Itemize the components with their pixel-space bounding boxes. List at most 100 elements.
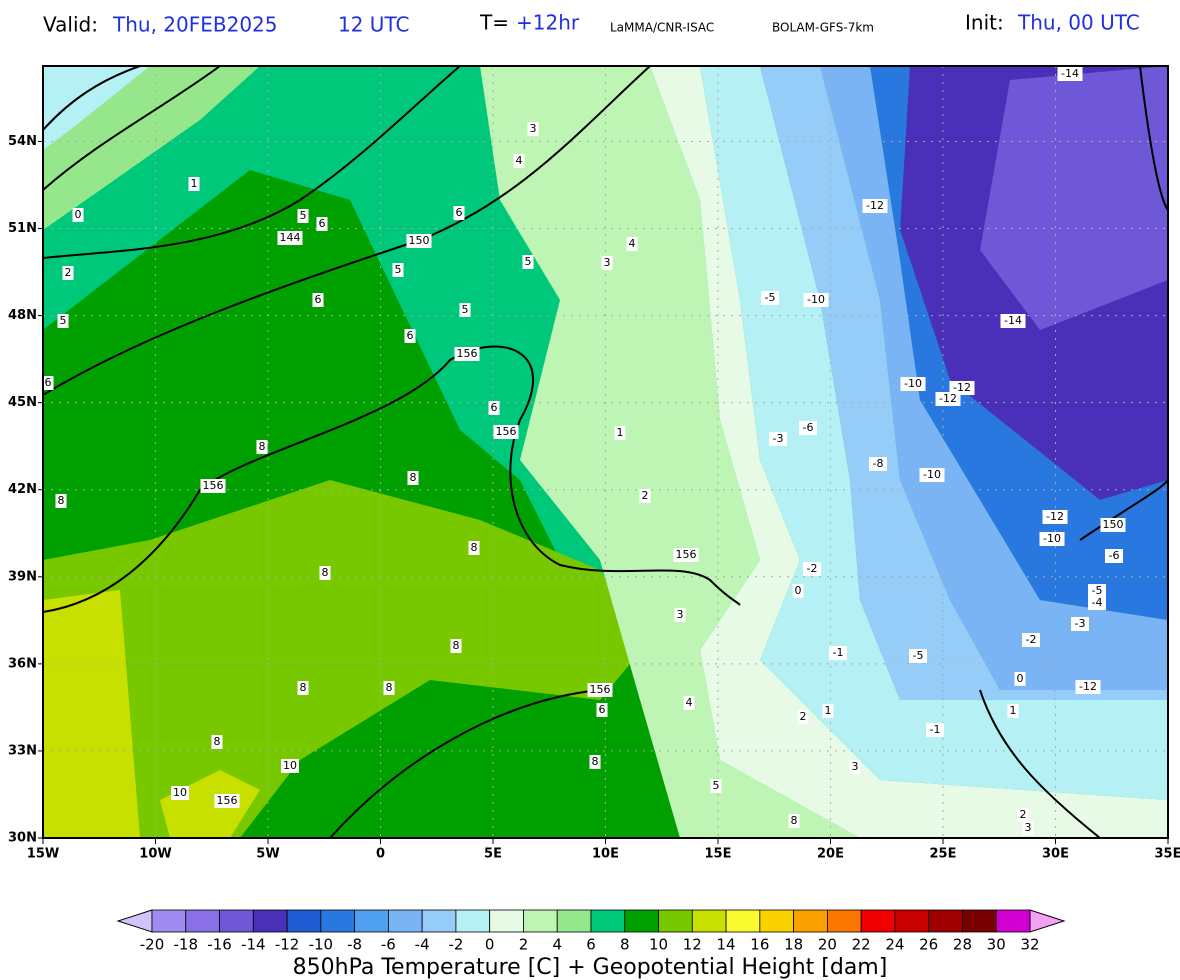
colorbar-label: 8 — [620, 936, 630, 954]
colorbar-title: 850hPa Temperature [C] + Geopotential He… — [293, 955, 888, 980]
colorbar-box — [995, 909, 1031, 933]
colorbar-label: -14 — [241, 936, 266, 954]
contour-line — [1079, 479, 1168, 541]
x-tick-label: 5E — [484, 847, 502, 862]
colorbar-label: 10 — [649, 936, 668, 954]
contour-label: 3 — [852, 760, 859, 773]
colorbar-label: 0 — [485, 936, 495, 954]
label-box — [919, 468, 945, 482]
contour-label: 4 — [516, 154, 523, 167]
contour-label: -12 — [866, 199, 884, 212]
label-box — [171, 786, 189, 800]
contour-label: -6 — [1109, 549, 1120, 562]
x-tick-label: 5W — [256, 847, 279, 862]
contour-label: -10 — [923, 468, 941, 481]
label-box — [407, 471, 419, 485]
colorbar-box — [286, 909, 322, 933]
field — [980, 66, 1168, 330]
contour-label: -3 — [1075, 617, 1086, 630]
field — [43, 480, 650, 838]
contour-label: 6 — [599, 703, 606, 716]
label-box — [493, 425, 519, 439]
contour-line — [43, 66, 221, 191]
colorbar-label: -16 — [207, 936, 232, 954]
contour-label: -10 — [807, 293, 825, 306]
colorbar-box — [624, 909, 659, 933]
contour-label: -5 — [765, 291, 776, 304]
colorbar-box — [489, 909, 524, 933]
valid-time: 12 UTC — [338, 13, 409, 37]
label-box — [62, 266, 74, 280]
colorbar-box — [759, 909, 795, 933]
lead-label: T= — [479, 11, 509, 35]
contour-label: -6 — [803, 421, 814, 434]
colorbar-label: -8 — [347, 936, 362, 954]
label-box — [1039, 532, 1065, 546]
colorbar-label: 32 — [1020, 936, 1039, 954]
contour-labels: -14-12-14-10-5-10 -12-12-8-10-12-10150-6-… — [43, 67, 1126, 835]
contour-label: 1 — [1010, 704, 1017, 717]
label-box — [404, 329, 416, 343]
label-box — [926, 723, 944, 737]
label-box — [1100, 518, 1126, 532]
contour-label: -2 — [1026, 633, 1037, 646]
colorbar-label: 16 — [750, 936, 769, 954]
x-tick-label: 30E — [1042, 847, 1069, 862]
valid-date: Thu, 20FEB2025 — [112, 13, 278, 37]
contour-label: 4 — [629, 237, 636, 250]
colorbar-label: 14 — [717, 936, 736, 954]
contour-label: -1 — [930, 723, 941, 736]
contour-label: -5 — [1092, 584, 1103, 597]
contour-label: 8 — [214, 735, 221, 748]
contour-label: 3 — [530, 122, 537, 135]
label-box — [935, 392, 961, 406]
label-box — [1022, 821, 1034, 835]
label-box — [674, 608, 686, 622]
contour-label: 5 — [60, 314, 67, 327]
label-box — [392, 263, 404, 277]
colorbar-label: 28 — [953, 936, 972, 954]
label-box — [862, 199, 888, 213]
label-box — [949, 381, 975, 395]
contour-label: 8 — [300, 681, 307, 694]
contour-label: 2 — [1020, 808, 1027, 821]
field — [160, 770, 260, 838]
contour-label: 5 — [395, 263, 402, 276]
contour-label: 156 — [676, 548, 697, 561]
institution: LaMMA/CNR-ISAC — [610, 21, 714, 35]
label-box — [869, 457, 887, 471]
field — [760, 66, 1168, 700]
label-box — [803, 293, 829, 307]
contour-label: 150 — [409, 234, 430, 247]
colorbar-box — [185, 909, 220, 933]
contour-label: 5 — [300, 209, 307, 222]
colorbar-box — [658, 909, 693, 933]
colorbar-box — [219, 909, 254, 933]
label-box — [277, 231, 303, 245]
x-tick-label: 35E — [1155, 847, 1180, 862]
colorbar-label: -18 — [174, 936, 199, 954]
colorbar-label: -2 — [448, 936, 463, 954]
colorbar-label: -10 — [309, 936, 334, 954]
label-box — [769, 432, 787, 446]
field — [43, 66, 150, 150]
contour-label: 8 — [386, 681, 393, 694]
contour-label: -12 — [1079, 680, 1097, 693]
contour-label: 6 — [407, 329, 414, 342]
colorbar-box — [725, 909, 761, 933]
label-box — [788, 814, 800, 828]
label-box — [211, 735, 223, 749]
contour-label: 5 — [525, 255, 532, 268]
label-box — [1088, 584, 1106, 598]
colorbar-label: 6 — [586, 936, 596, 954]
colorbar-box — [928, 909, 963, 933]
colorbar-box — [826, 909, 862, 933]
contour-label: 1 — [617, 426, 624, 439]
colorbar-box — [793, 909, 828, 933]
label-box — [601, 256, 613, 270]
colorbar-box — [590, 909, 626, 933]
label-box — [454, 347, 480, 361]
label-box — [639, 489, 651, 503]
label-box — [450, 639, 462, 653]
